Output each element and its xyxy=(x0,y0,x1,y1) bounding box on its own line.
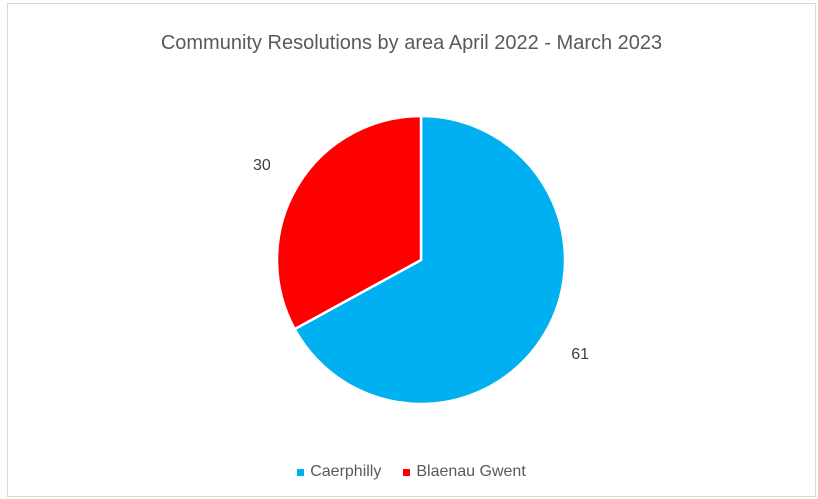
legend-item-blaenau-gwent: Blaenau Gwent xyxy=(403,463,525,481)
legend-label-caerphilly: Caerphilly xyxy=(310,463,381,481)
legend-label-blaenau-gwent: Blaenau Gwent xyxy=(416,463,525,481)
legend-swatch-caerphilly xyxy=(297,469,304,476)
data-label-caerphilly: 61 xyxy=(571,346,589,363)
pie-chart: 61 30 xyxy=(8,4,815,496)
legend-swatch-blaenau-gwent xyxy=(403,469,410,476)
data-label-blaenau-gwent: 30 xyxy=(253,157,271,174)
chart-area: Community Resolutions by area April 2022… xyxy=(7,3,816,497)
legend-item-caerphilly: Caerphilly xyxy=(297,463,381,481)
legend: Caerphilly Blaenau Gwent xyxy=(8,463,815,481)
